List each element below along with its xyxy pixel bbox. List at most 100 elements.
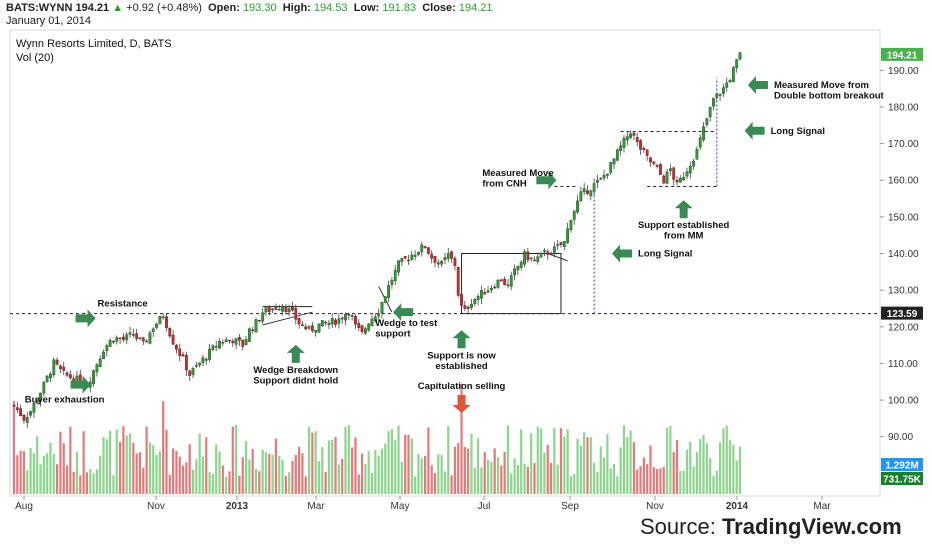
volume-bar <box>175 450 178 494</box>
volume-bar <box>672 452 675 494</box>
candle-down <box>450 251 453 259</box>
y-tick-label: 90.00 <box>888 432 913 443</box>
x-tick-label: Nov <box>147 501 165 512</box>
volume-bar <box>636 469 639 494</box>
candle-up <box>102 351 105 360</box>
volume-bar <box>102 437 105 494</box>
candle-up <box>277 309 281 311</box>
volume-bar <box>380 448 384 494</box>
volume-bar <box>646 464 649 494</box>
candle-down <box>460 294 463 306</box>
volume-bar <box>384 443 387 494</box>
annotation-label: Long Signal <box>638 249 692 260</box>
y-tick-label: 180.00 <box>888 102 919 113</box>
candle-up <box>281 306 284 312</box>
volume-bar <box>573 474 576 494</box>
volume-bar <box>516 464 519 494</box>
candle-down <box>301 324 304 326</box>
volume-bar <box>467 448 470 494</box>
candle-down <box>357 322 361 328</box>
volume-bar <box>65 465 69 494</box>
volume-bar <box>477 438 480 494</box>
volume-bar <box>569 475 573 494</box>
candle-down <box>645 149 649 156</box>
volume-bar <box>357 474 360 494</box>
arrow-up-icon <box>674 200 693 219</box>
volume-bar <box>142 467 145 494</box>
candle-up <box>599 178 603 180</box>
y-axis: 90.00 100.00 110.00 120.00 130.00 140.00 150.0… <box>880 66 919 443</box>
candle-down <box>672 167 676 180</box>
volume-bar <box>493 448 496 494</box>
candle-up <box>287 308 291 313</box>
volume-bar <box>486 460 490 494</box>
volume-bar <box>427 427 430 494</box>
candle-up <box>625 136 629 141</box>
candle-up <box>32 403 36 413</box>
volume-bar <box>440 455 443 494</box>
candle-down <box>274 307 278 310</box>
candle-down <box>138 337 142 339</box>
arrow-up-icon <box>452 330 471 349</box>
arrow-right-icon <box>536 171 557 190</box>
candle-up <box>470 304 473 308</box>
volume-bar <box>725 425 728 494</box>
volume-bar <box>417 454 420 494</box>
volume-bar <box>500 465 503 494</box>
candle-up <box>35 400 39 404</box>
volume-bar <box>463 447 466 494</box>
candle-down <box>257 320 261 322</box>
volume-bar <box>42 455 45 494</box>
open-label: Open: <box>208 2 240 14</box>
candle-up <box>52 359 56 376</box>
candle-up <box>566 228 570 243</box>
candle-down <box>586 190 589 194</box>
volume-bar <box>682 470 685 494</box>
volume-bar <box>258 471 261 494</box>
volume-bar <box>662 466 665 494</box>
candle-down <box>632 132 636 136</box>
candle-up <box>400 257 404 262</box>
volume-bar <box>473 467 476 494</box>
candle-down <box>324 321 328 324</box>
volume-bar <box>172 448 175 494</box>
volume-bar <box>301 453 304 494</box>
volume-bar <box>208 472 211 494</box>
candle-down <box>161 316 165 318</box>
volume-bar <box>506 425 510 494</box>
candle-up <box>393 269 397 281</box>
volume-bar <box>125 435 128 494</box>
volume-bar <box>566 429 569 494</box>
volume-bar <box>89 468 92 494</box>
candle-up <box>198 362 202 366</box>
candle-up <box>327 322 331 326</box>
volume-bar <box>556 464 559 494</box>
candle-up <box>589 190 593 197</box>
candle-up <box>609 162 613 173</box>
candle-up <box>383 296 387 303</box>
volume-bar <box>49 442 52 494</box>
pattern-lines <box>10 77 880 326</box>
candle-up <box>151 328 155 332</box>
volume-bar <box>69 426 72 494</box>
candle-up <box>330 318 334 325</box>
candle-down <box>334 319 337 325</box>
candle-down <box>141 337 145 342</box>
candle-up <box>92 370 95 385</box>
candle-up <box>552 246 556 255</box>
candle-up <box>476 296 480 300</box>
volume-bar <box>32 453 35 494</box>
candle-up <box>496 279 500 288</box>
x-tick-label: Sep <box>561 501 579 512</box>
volume-bar <box>165 429 168 494</box>
candle-down <box>297 317 301 325</box>
volume-bar <box>82 431 85 494</box>
candle-up <box>722 87 725 94</box>
volume-bar <box>387 431 390 494</box>
volume-bar <box>12 401 16 494</box>
volume-bar <box>480 467 483 494</box>
volume-bar <box>22 451 26 494</box>
volume-bar <box>195 459 198 494</box>
candle-down <box>503 278 507 285</box>
